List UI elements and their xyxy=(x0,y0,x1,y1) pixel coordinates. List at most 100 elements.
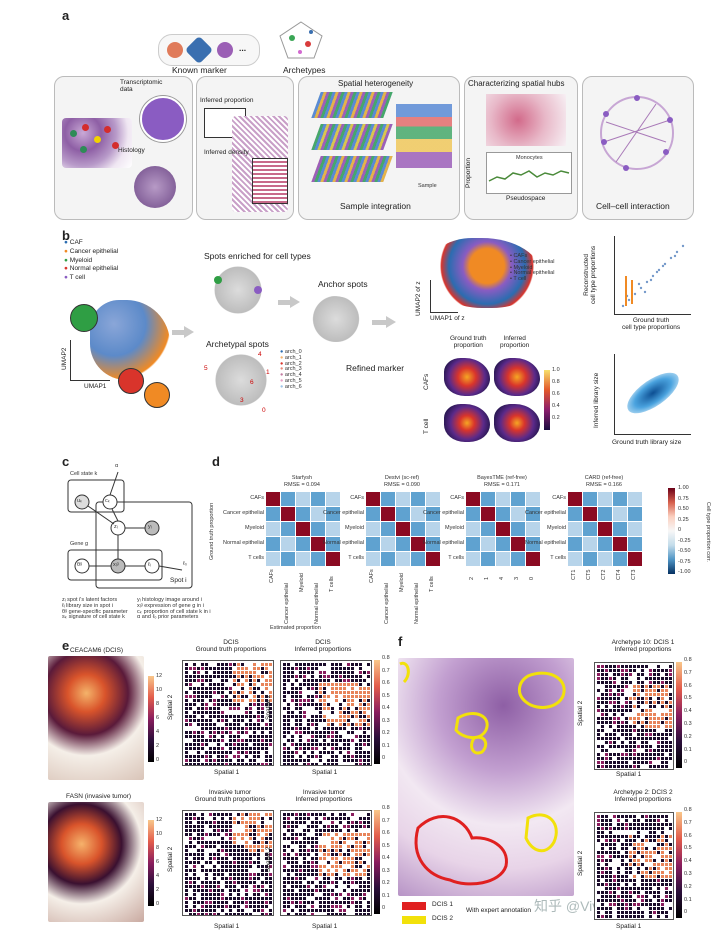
heatmap-cell xyxy=(568,522,582,536)
node-x: xᵢᵍ xyxy=(113,562,119,568)
heatmap-row-label: T cells xyxy=(348,555,364,561)
heatmap-col-label: 3 xyxy=(514,576,520,580)
heatmap-col-label: Normal epithelial xyxy=(414,583,420,625)
heatmap-row-label: Myeloid xyxy=(245,525,264,531)
arch10-title: Archetype 10: DCIS 1 Inferred proportion… xyxy=(611,639,675,653)
heatmap-cell xyxy=(526,522,540,536)
heatmap-cell xyxy=(396,537,410,551)
known-marker-icons: ... xyxy=(158,34,260,66)
tissue-image xyxy=(62,118,132,168)
heatmap-col-label: 2 xyxy=(469,576,475,580)
archetypes-icon xyxy=(278,20,324,60)
spatial2-label: Spatial 2 xyxy=(265,694,272,720)
heatmap-cell xyxy=(628,507,642,521)
spatial1-label: Spatial 1 xyxy=(312,923,338,930)
panel-label-e: e xyxy=(62,638,70,653)
heatmap-col-label: Normal epithelial xyxy=(314,583,320,625)
heatmap-cell xyxy=(326,552,340,566)
pseudospace-label: Pseudospace xyxy=(506,195,546,202)
dcis1-label: DCIS 1 xyxy=(432,901,453,908)
heatmap-col-label: Myeloid xyxy=(299,573,305,593)
heatmap-cell xyxy=(266,522,280,536)
spatial1-label: Spatial 1 xyxy=(214,769,240,776)
heatmap-cell xyxy=(266,537,280,551)
heatmap-cell xyxy=(481,492,495,506)
spatial-heterogeneity-label: Spatial heterogeneity xyxy=(338,79,414,88)
zoom-circle xyxy=(144,382,170,408)
heatmap-row-label: Cancer epithelial xyxy=(323,510,364,516)
heatmap-cell xyxy=(613,492,627,506)
cell-state-label: Cell state k xyxy=(70,471,98,477)
heatmap-cell xyxy=(326,507,340,521)
heatmap-row-label: T cells xyxy=(550,555,566,561)
heatmap-cell xyxy=(366,492,380,506)
inf-proportion-label: Inferred proportion xyxy=(500,335,530,349)
stacked-bar-chart xyxy=(396,104,452,168)
inv-inf-map xyxy=(280,810,372,916)
spatial1-label: Spatial 1 xyxy=(214,923,240,930)
celltype-legend: ● CAF ● Cancer epithelial ● Myeloid ● No… xyxy=(64,239,119,282)
heatmap-cell xyxy=(381,522,395,536)
heatmap-title: CARD (ref-free) xyxy=(584,475,624,481)
heatmap-cell xyxy=(381,552,395,566)
heatmap-cell xyxy=(396,507,410,521)
node-alpha: α xyxy=(115,463,119,469)
heatmap-col-label: CT5 xyxy=(586,569,592,580)
ceacam-label: CEACAM6 (DCIS) xyxy=(70,647,124,654)
heatmap-cell xyxy=(496,522,510,536)
legend-normal-epithelial: Normal epithelial xyxy=(69,265,119,273)
sample-label: Sample xyxy=(418,183,437,189)
heatmap-cell xyxy=(281,507,295,521)
graphical-model xyxy=(62,466,202,596)
heatmap-cell xyxy=(628,492,642,506)
heatmap-col-label: CT3 xyxy=(631,569,637,580)
heatmap-row-label: T cells xyxy=(248,555,264,561)
heatmap-cell xyxy=(466,507,480,521)
heatmap-cell xyxy=(466,492,480,506)
heatmap-cell xyxy=(583,537,597,551)
heatmap-col-label: CT1 xyxy=(571,569,577,580)
heatmap-cell xyxy=(366,537,380,551)
z-legend-item: • Cancer epithelial xyxy=(510,258,555,265)
umap1-label: UMAP1 xyxy=(84,383,107,390)
arch-number: 1 xyxy=(266,369,270,376)
inv-gt-title: Invasive tumor Ground truth proportions xyxy=(194,789,266,803)
heatmap-col-label: T cells xyxy=(329,576,335,593)
heatmap-cell xyxy=(381,537,395,551)
heatmap-cell xyxy=(411,552,425,566)
gt-proportion-label: Ground truth proportion xyxy=(450,335,487,349)
heatmap-cell xyxy=(366,507,380,521)
inv-gt-map xyxy=(182,810,274,916)
spatial2-label: Spatial 2 xyxy=(167,694,174,720)
heatmap-cell xyxy=(381,492,395,506)
heatmap-row-label: Myeloid xyxy=(345,525,364,531)
inv-inf-title: Invasive tumor Inferred proportions xyxy=(295,789,353,803)
anchor-spots-label: Anchor spots xyxy=(318,279,368,289)
heatmap-cell xyxy=(411,492,425,506)
spots-enriched-label: Spots enriched for cell types xyxy=(204,251,311,261)
monocytes-label: Monocytes xyxy=(516,155,543,161)
heatmap-cell xyxy=(396,552,410,566)
heatmap-cell xyxy=(426,552,440,566)
heatmap-cell xyxy=(426,537,440,551)
heatmap-col-label: Cancer epithelial xyxy=(384,583,390,625)
heatmap-cell xyxy=(628,552,642,566)
umap-z xyxy=(432,238,542,308)
heatmap-cell xyxy=(481,522,495,536)
heatmap-cell xyxy=(628,522,642,536)
arch-legend: ● arch_0 ● arch_1 ● arch_2 ● arch_3 ● ar… xyxy=(280,349,302,390)
spatial2-label: Spatial 2 xyxy=(577,850,584,876)
heatmap-cell xyxy=(526,492,540,506)
heatmap-row-label: CAFs xyxy=(552,495,566,501)
heatmap-cell xyxy=(583,522,597,536)
panel-label-b: b xyxy=(62,228,70,243)
arch10-map xyxy=(594,662,674,770)
arch-number: 3 xyxy=(240,397,244,404)
proportion-axis-label: Proportion xyxy=(465,158,472,188)
heatmap-col-label: T cells xyxy=(429,576,435,593)
heatmap-cell xyxy=(511,537,525,551)
heatmap-cell xyxy=(511,492,525,506)
heatmap-cell xyxy=(511,507,525,521)
heatmap-cell xyxy=(598,492,612,506)
heatmap-row-label: Normal epithelial xyxy=(323,540,364,546)
